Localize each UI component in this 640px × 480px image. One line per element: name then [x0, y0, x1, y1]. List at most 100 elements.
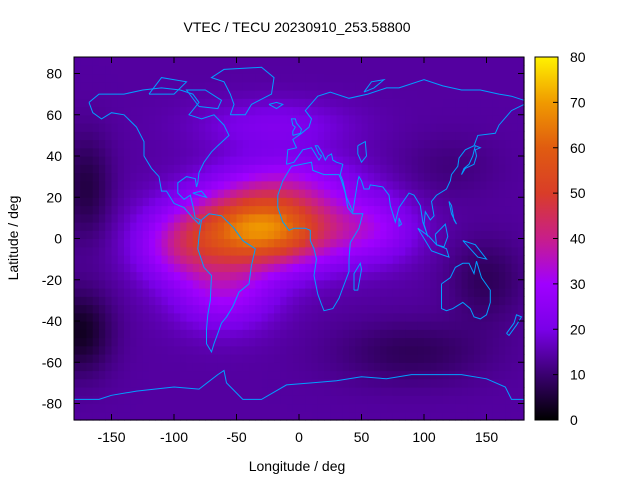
heatmap-cell [499, 213, 506, 223]
heatmap-cell [80, 98, 88, 108]
heatmap-cell [80, 205, 88, 215]
heatmap-cell [117, 114, 125, 124]
colorbar-tick-label: 80 [570, 49, 586, 65]
heatmap-cell [511, 180, 519, 190]
heatmap-cell [474, 213, 481, 223]
heatmap-cell [255, 73, 263, 83]
heatmap-cell [330, 238, 338, 248]
heatmap-cell [467, 387, 475, 396]
heatmap-cell [192, 329, 200, 339]
heatmap-cell [317, 98, 325, 108]
heatmap-cell [442, 205, 450, 215]
heatmap-cell [480, 213, 488, 223]
heatmap-cell [174, 139, 181, 149]
heatmap-cell [361, 321, 369, 330]
heatmap-cell [374, 312, 381, 322]
heatmap-cell [142, 370, 150, 380]
heatmap-cell [186, 255, 194, 264]
heatmap-cell [111, 114, 119, 124]
heatmap-cell [217, 337, 225, 347]
heatmap-cell [161, 321, 169, 330]
heatmap-cell [274, 90, 281, 99]
heatmap-cell [211, 395, 219, 405]
heatmap-cell [317, 205, 325, 215]
heatmap-cell [486, 403, 494, 413]
heatmap-cell [367, 114, 375, 124]
heatmap-cell [355, 411, 363, 421]
heatmap-cell [267, 345, 275, 355]
heatmap-cell [324, 156, 331, 165]
heatmap-cell [505, 370, 513, 380]
heatmap-cell [399, 255, 406, 264]
heatmap-cell [130, 263, 138, 273]
heatmap-cell [374, 156, 381, 165]
heatmap-cell [436, 279, 444, 289]
heatmap-cell [286, 222, 294, 231]
heatmap-cell [249, 246, 256, 256]
heatmap-cell [342, 189, 350, 198]
heatmap-cell [342, 279, 350, 289]
heatmap-cell [299, 312, 306, 322]
heatmap-cell [505, 123, 513, 132]
heatmap-cell [324, 329, 331, 339]
heatmap-cell [442, 106, 450, 116]
heatmap-cell [355, 65, 363, 75]
heatmap-cell [105, 139, 113, 149]
heatmap-cell [392, 189, 400, 198]
heatmap-cell [461, 139, 469, 149]
heatmap-cell [105, 57, 113, 66]
heatmap-cell [299, 345, 306, 355]
heatmap-cell [292, 362, 300, 372]
heatmap-cell [274, 147, 281, 157]
heatmap-cell [380, 403, 388, 413]
heatmap-cell [224, 329, 231, 339]
heatmap-cell [492, 329, 500, 339]
heatmap-cell [167, 57, 175, 66]
heatmap-cell [149, 387, 156, 396]
x-tick-label: -100 [160, 429, 188, 445]
heatmap-cell [80, 147, 88, 157]
heatmap-cell [261, 246, 269, 256]
y-tick-label: 80 [46, 66, 62, 82]
heatmap-cell [130, 271, 138, 281]
heatmap-cell [149, 304, 156, 314]
heatmap-cell [236, 164, 244, 174]
heatmap-cell [130, 329, 138, 339]
heatmap-cell [480, 147, 488, 157]
heatmap-cell [230, 81, 238, 91]
heatmap-cell [280, 164, 288, 174]
heatmap-cell [411, 114, 419, 124]
heatmap-cell [130, 131, 138, 141]
heatmap-cell [242, 230, 250, 240]
heatmap-cell [430, 98, 438, 108]
heatmap-cell [130, 345, 138, 355]
colorbar-tick-label: 60 [570, 140, 586, 156]
y-tick-label: 60 [46, 107, 62, 123]
heatmap-cell [324, 238, 331, 248]
heatmap-cell [192, 123, 200, 132]
heatmap-cell [367, 246, 375, 256]
heatmap-cell [336, 222, 344, 231]
heatmap-cell [517, 345, 525, 355]
heatmap-cell [467, 354, 475, 363]
heatmap-cell [249, 197, 256, 207]
heatmap-cell [86, 288, 94, 297]
heatmap-cell [486, 370, 494, 380]
heatmap-cell [224, 57, 231, 66]
heatmap-cell [142, 197, 150, 207]
heatmap-cell [311, 139, 319, 149]
heatmap-cell [517, 288, 525, 297]
heatmap-cell [186, 312, 194, 322]
heatmap-cell [367, 345, 375, 355]
heatmap-cell [405, 164, 413, 174]
heatmap-cell [117, 98, 125, 108]
heatmap-cell [330, 395, 338, 405]
heatmap-cell [505, 131, 513, 141]
heatmap-cell [230, 403, 238, 413]
heatmap-cell [349, 354, 356, 363]
heatmap-cell [274, 65, 281, 75]
heatmap-cell [280, 263, 288, 273]
heatmap-cell [267, 304, 275, 314]
heatmap-cell [461, 65, 469, 75]
heatmap-cell [80, 370, 88, 380]
